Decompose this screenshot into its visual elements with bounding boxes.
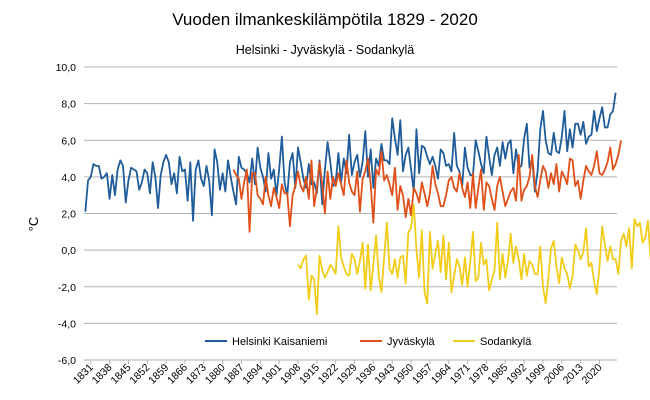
x-tick-label: 1859	[146, 362, 171, 387]
y-tick-label: 8,0	[61, 99, 76, 111]
x-tick-label: 1894	[240, 362, 265, 387]
legend-item: Jyväskylä	[360, 336, 436, 348]
gridlines	[84, 66, 617, 361]
y-tick-label: -4,0	[58, 318, 76, 330]
x-tick-label: 1873	[184, 362, 209, 387]
x-tick-label: 2013	[561, 362, 586, 387]
x-tick-label: 1964	[429, 362, 454, 387]
legend-item: Sodankylä	[453, 336, 532, 348]
x-axis-ticks: 1831183818451852185918661873188018871894…	[71, 360, 605, 387]
x-tick-label: 1852	[127, 362, 152, 387]
x-tick-label: 1915	[297, 362, 322, 387]
x-tick-label: 1922	[316, 362, 341, 387]
chart-subtitle: Helsinki - Jyväskylä - Sodankylä	[235, 43, 415, 57]
x-tick-label: 2006	[542, 362, 567, 387]
x-tick-label: 1936	[353, 362, 378, 387]
x-tick-label: 2020	[580, 362, 605, 387]
legend-label: Jyväskylä	[387, 336, 436, 348]
x-tick-label: 1957	[410, 362, 435, 387]
legend-label: Helsinki Kaisaniemi	[232, 336, 327, 348]
x-tick-label: 1887	[222, 362, 247, 387]
series-lines	[84, 92, 650, 316]
x-tick-label: 1992	[504, 362, 529, 387]
x-tick-label: 1985	[485, 362, 510, 387]
legend-item: Helsinki Kaisaniemi	[205, 336, 327, 348]
series-line-0	[84, 92, 617, 222]
x-tick-label: 1880	[203, 362, 228, 387]
x-tick-label: 1999	[523, 362, 548, 387]
x-tick-label: 1845	[109, 362, 134, 387]
y-axis-ticks: 10,0 8,0 6,0 4,0 2,0 0,0 -2,0 -4,0 -6,0	[56, 62, 77, 367]
x-tick-label: 1866	[165, 362, 190, 387]
x-tick-label: 1929	[335, 362, 360, 387]
x-tick-label: 1950	[391, 362, 416, 387]
y-tick-label: 6,0	[61, 135, 76, 147]
y-tick-label: 2,0	[61, 209, 76, 221]
x-tick-label: 1943	[372, 362, 397, 387]
y-tick-label: -2,0	[58, 282, 76, 294]
y-tick-label: 4,0	[61, 172, 76, 184]
y-tick-label: -6,0	[58, 355, 76, 367]
x-tick-label: 1901	[259, 362, 284, 387]
y-tick-label: 10,0	[56, 62, 77, 74]
legend-label: Sodankylä	[480, 336, 532, 348]
series-line-2	[297, 203, 650, 316]
legend: Helsinki Kaisaniemi Jyväskylä Sodankylä	[205, 336, 532, 348]
series-line-1	[232, 140, 622, 233]
y-axis-label: °C	[26, 217, 41, 232]
x-tick-label: 1838	[90, 362, 115, 387]
chart-title: Vuoden ilmankeskilämpötila 1829 - 2020	[172, 10, 478, 29]
x-tick-label: 1978	[467, 362, 492, 387]
x-tick-label: 1971	[448, 362, 473, 387]
y-tick-label: 0,0	[61, 245, 76, 257]
x-tick-label: 1908	[278, 362, 303, 387]
